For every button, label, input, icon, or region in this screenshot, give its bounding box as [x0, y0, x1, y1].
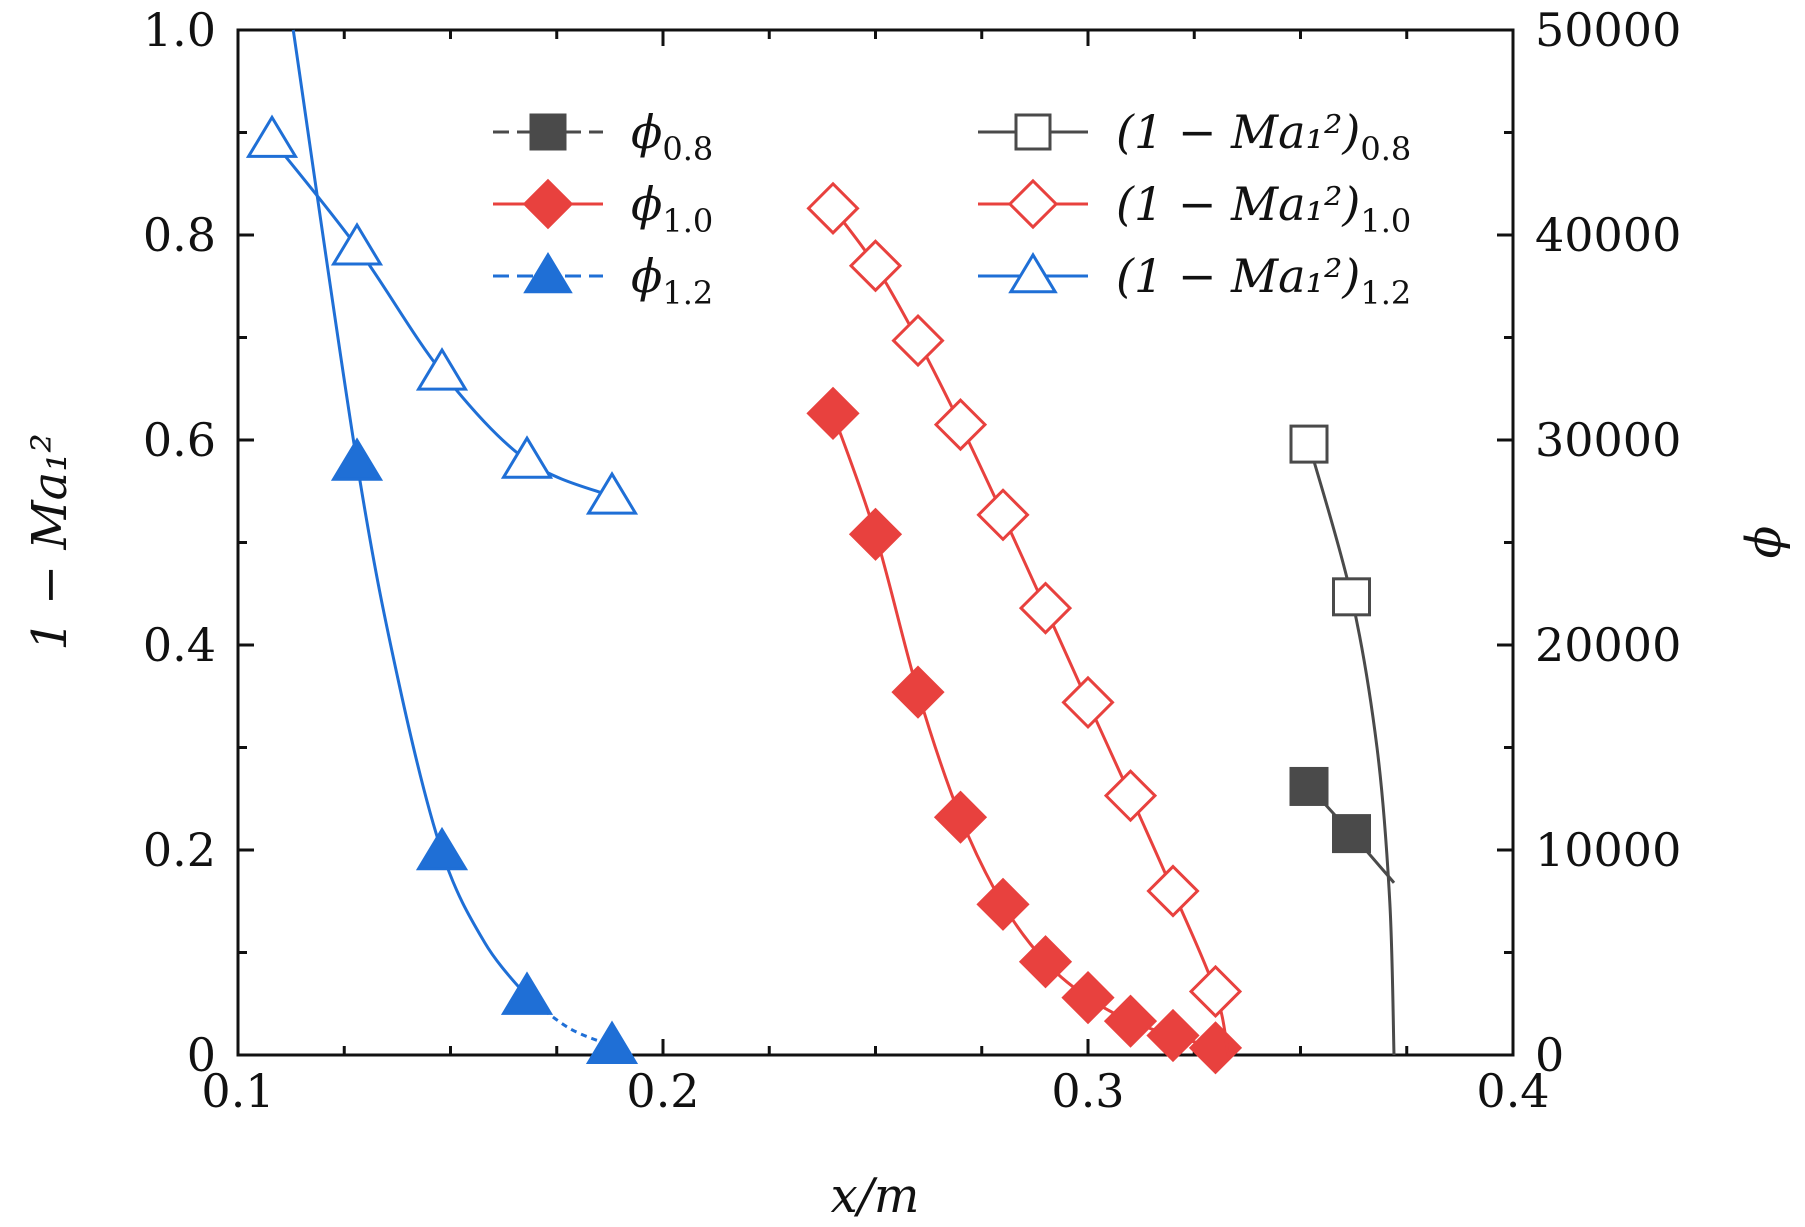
data-point [245, 114, 299, 158]
data-point [330, 222, 384, 266]
data-point [1018, 935, 1073, 989]
legend-label: ϕ0.8 [631, 105, 713, 168]
legend-label-subscript: 1.0 [662, 202, 713, 240]
data-point [500, 971, 554, 1015]
legend-item-2: ϕ1.2 [493, 249, 713, 312]
legend-label-subscript: 0.8 [1360, 130, 1411, 168]
legend-label: (1 − Ma₁²)1.2 [1116, 249, 1411, 312]
data-point [1103, 994, 1158, 1048]
legend-label-subscript: 1.2 [662, 274, 713, 312]
data-point [330, 437, 384, 481]
data-point [415, 826, 469, 871]
y-right-tick-label: 40000 [1535, 208, 1681, 262]
legend: ϕ0.8 ϕ1.0 ϕ1.2 (1 − Ma₁²)0.8 (1 − Ma₁²)1.0 (1… [493, 105, 1411, 312]
right-axis-title: ϕ [1736, 526, 1792, 559]
data-point [1061, 970, 1115, 1025]
data-point [1018, 581, 1073, 635]
data-point [585, 1020, 639, 1065]
series-2 [291, 29, 639, 1065]
data-point [848, 507, 903, 561]
legend-marker [529, 113, 567, 151]
series-layer [245, 29, 1396, 1075]
data-point [933, 398, 988, 452]
legend-marker [523, 252, 573, 294]
left-axis-title: 1 − Ma₁² [22, 433, 78, 651]
series-line [831, 207, 1230, 1056]
data-point [1146, 1008, 1200, 1063]
y-left-tick-label: 0.2 [143, 823, 216, 877]
x-tick-label: 0.1 [201, 1064, 274, 1118]
data-point [848, 239, 903, 293]
data-point [976, 488, 1030, 542]
y-left-tick-label: 1.0 [143, 3, 216, 57]
legend-label: ϕ1.2 [631, 249, 713, 312]
legend-item-4: (1 − Ma₁²)1.0 [978, 177, 1411, 240]
y-right-tick-label: 10000 [1535, 823, 1681, 877]
legend-label-subscript: 1.2 [1360, 274, 1411, 312]
y-right-tick-label: 20000 [1535, 618, 1681, 672]
legend-item-1: ϕ1.0 [493, 177, 713, 240]
x-axis-title: x/m [831, 1168, 920, 1224]
legend-item-0: ϕ0.8 [493, 105, 713, 168]
axis-ticks: 0.1 0.2 0.3 0.400.20.40.60.81.0010000200003… [143, 3, 1682, 1118]
x-tick-label: 0.3 [1051, 1064, 1124, 1118]
y-left-tick-label: 0 [187, 1028, 216, 1082]
data-point [1188, 1021, 1243, 1075]
data-point [1103, 769, 1158, 823]
legend-label-subscript: 1.0 [1360, 202, 1411, 240]
legend-label: (1 − Ma₁²)0.8 [1116, 105, 1411, 168]
y-left-tick-label: 0.4 [143, 618, 216, 672]
series-line [831, 412, 1216, 1050]
data-point [933, 790, 988, 844]
x-tick-label: 0.4 [1476, 1064, 1549, 1118]
data-point [1146, 864, 1200, 918]
series-5 [245, 114, 639, 515]
data-point [891, 665, 945, 719]
data-point [1289, 766, 1329, 806]
data-point [976, 877, 1030, 931]
data-point [585, 471, 639, 515]
legend-marker [1007, 178, 1059, 230]
x-tick-label: 0.2 [626, 1064, 699, 1118]
y-right-tick-label: 50000 [1535, 3, 1681, 57]
series-3 [1289, 424, 1396, 1056]
data-point [891, 313, 945, 368]
data-point [415, 347, 469, 391]
y-right-tick-label: 0 [1535, 1028, 1564, 1082]
y-left-tick-label: 0.6 [143, 413, 216, 467]
data-point [1332, 814, 1371, 854]
data-point [500, 435, 554, 479]
legend-label: (1 − Ma₁²)1.0 [1116, 177, 1411, 240]
legend-marker [1008, 252, 1058, 294]
data-point [806, 386, 860, 440]
series-line [1307, 443, 1396, 1056]
series-line [291, 29, 529, 998]
y-left-tick-label: 0.8 [143, 208, 216, 262]
data-point [1061, 675, 1115, 730]
legend-label: ϕ1.0 [631, 177, 713, 240]
data-point [1188, 964, 1243, 1019]
series-1 [806, 386, 1243, 1075]
legend-item-3: (1 − Ma₁²)0.8 [978, 105, 1411, 168]
legend-marker [522, 178, 574, 230]
legend-item-5: (1 − Ma₁²)1.2 [978, 249, 1411, 312]
data-point [1289, 424, 1329, 464]
series-0 [1289, 766, 1396, 884]
series-4 [806, 181, 1243, 1056]
data-point [806, 181, 860, 235]
legend-marker [1014, 113, 1052, 151]
data-point [1332, 577, 1371, 617]
y-right-tick-label: 30000 [1535, 413, 1681, 467]
legend-label-subscript: 0.8 [662, 130, 713, 168]
